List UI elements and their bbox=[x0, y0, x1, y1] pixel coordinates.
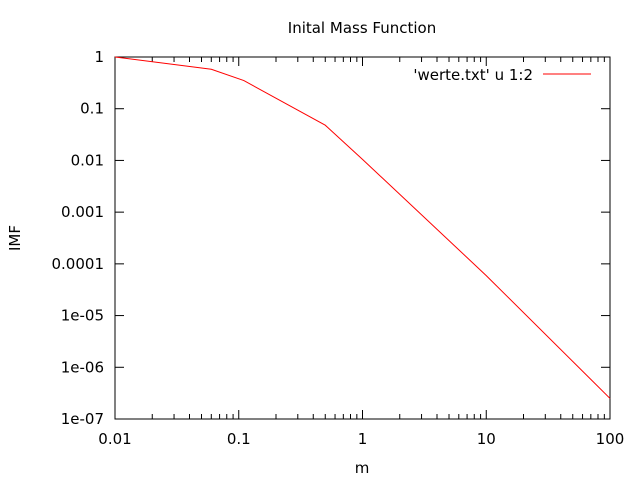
y-tick-label: 0.0001 bbox=[52, 255, 105, 273]
x-axis-ticks: 0.01 0.1 1 10 100 bbox=[98, 57, 624, 448]
y-axis-label: IMF bbox=[6, 225, 24, 251]
y-tick-label: 0.001 bbox=[61, 203, 104, 221]
plot-frame bbox=[114, 56, 611, 420]
x-tick-label: 10 bbox=[477, 430, 496, 448]
series-line bbox=[114, 56, 611, 399]
legend: 'werte.txt' u 1:2 bbox=[413, 66, 591, 84]
legend-label: 'werte.txt' u 1:2 bbox=[413, 66, 533, 84]
x-tick-label: 0.01 bbox=[98, 430, 131, 448]
y-tick-label: 1 bbox=[94, 48, 104, 66]
y-tick-label: 0.1 bbox=[80, 100, 104, 118]
y-tick-label: 0.01 bbox=[71, 151, 104, 169]
x-axis-label: m bbox=[355, 459, 370, 477]
plot-border bbox=[114, 56, 611, 420]
chart-title: Inital Mass Function bbox=[288, 19, 436, 37]
series-layer bbox=[114, 56, 611, 399]
x-tick-label: 0.1 bbox=[227, 430, 251, 448]
y-axis-ticks: 1e-07 1e-06 1e-05 0.0001 0.001 0.01 0.1 1 bbox=[52, 48, 610, 428]
y-tick-label: 1e-05 bbox=[61, 307, 104, 325]
x-tick-label: 1 bbox=[358, 430, 368, 448]
x-tick-label: 100 bbox=[596, 430, 625, 448]
y-tick-label: 1e-07 bbox=[61, 410, 104, 428]
y-tick-label: 1e-06 bbox=[61, 358, 104, 376]
